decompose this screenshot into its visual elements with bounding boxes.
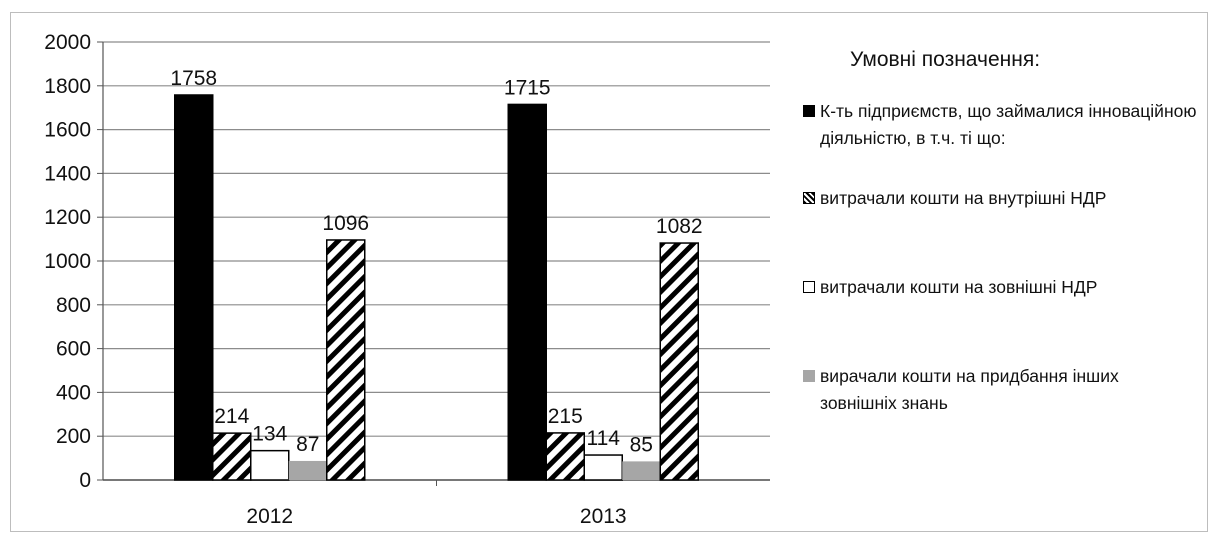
y-tick-label: 1800 — [44, 75, 91, 98]
data-label: 85 — [630, 433, 653, 456]
y-tick-label: 600 — [56, 338, 91, 361]
legend-swatch-white — [803, 281, 815, 293]
legend-label: К-ть підприємств, що займалися інновацій… — [820, 101, 1197, 148]
x-category-label: 2012 — [246, 505, 293, 528]
data-label: 1758 — [170, 67, 217, 90]
legend-label: виpачали кошти на придбання інших зовніш… — [820, 366, 1119, 413]
labels: 0 200 400 600 800 1000 1200 1400 1600 1800 2000 201… — [44, 31, 702, 528]
legend: Умовні позначення: К-ть підприємств, що … — [800, 48, 1200, 417]
y-tick-label: 400 — [56, 381, 91, 404]
legend-swatch-hatch — [803, 192, 815, 204]
legend-swatch-solid-black — [803, 105, 815, 117]
bar — [212, 432, 252, 481]
bar — [326, 239, 366, 481]
y-tick-label: 200 — [56, 425, 91, 448]
legend-label: витрачали кошти на внутрішні НДР — [820, 188, 1107, 208]
data-label: 1715 — [504, 76, 551, 99]
bar — [288, 460, 327, 480]
x-category-label: 2013 — [580, 505, 627, 528]
y-tick-label: 0 — [79, 469, 91, 492]
data-label: 134 — [252, 423, 287, 446]
legend-swatch-solid-gray — [803, 370, 815, 382]
bar — [622, 461, 661, 480]
data-label: 214 — [214, 405, 249, 428]
bar — [174, 94, 214, 481]
legend-label: витрачали кошти на зовнішні НДР — [820, 277, 1098, 297]
data-label: 1082 — [656, 215, 703, 238]
y-tick-label: 1400 — [44, 162, 91, 185]
bars — [174, 94, 699, 481]
bar — [583, 454, 623, 481]
bar — [545, 432, 585, 481]
data-label: 215 — [548, 405, 583, 428]
bar — [659, 242, 699, 481]
y-tick-label: 1000 — [44, 250, 91, 273]
y-tick-label: 2000 — [44, 31, 91, 54]
y-tick-label: 1200 — [44, 206, 91, 229]
legend-title: Умовні позначення: — [850, 48, 1041, 71]
data-label: 1096 — [322, 212, 369, 235]
y-tick-label: 800 — [56, 294, 91, 317]
data-label: 87 — [296, 433, 319, 456]
y-tick-label: 1600 — [44, 119, 91, 142]
data-label: 114 — [587, 427, 621, 450]
legend-entry-enterprises: К-ть підприємств, що займалися інновацій… — [800, 98, 1200, 152]
bar — [250, 449, 290, 481]
legend-entry-external-rd: витрачали кошти на зовнішні НДР — [800, 274, 1200, 301]
bar — [507, 103, 547, 481]
legend-entry-other-knowledge: виpачали кошти на придбання інших зовніш… — [800, 363, 1200, 417]
legend-entry-internal-rd: витрачали кошти на внутрішні НДР — [800, 185, 1200, 212]
chart-frame — [10, 12, 1208, 532]
